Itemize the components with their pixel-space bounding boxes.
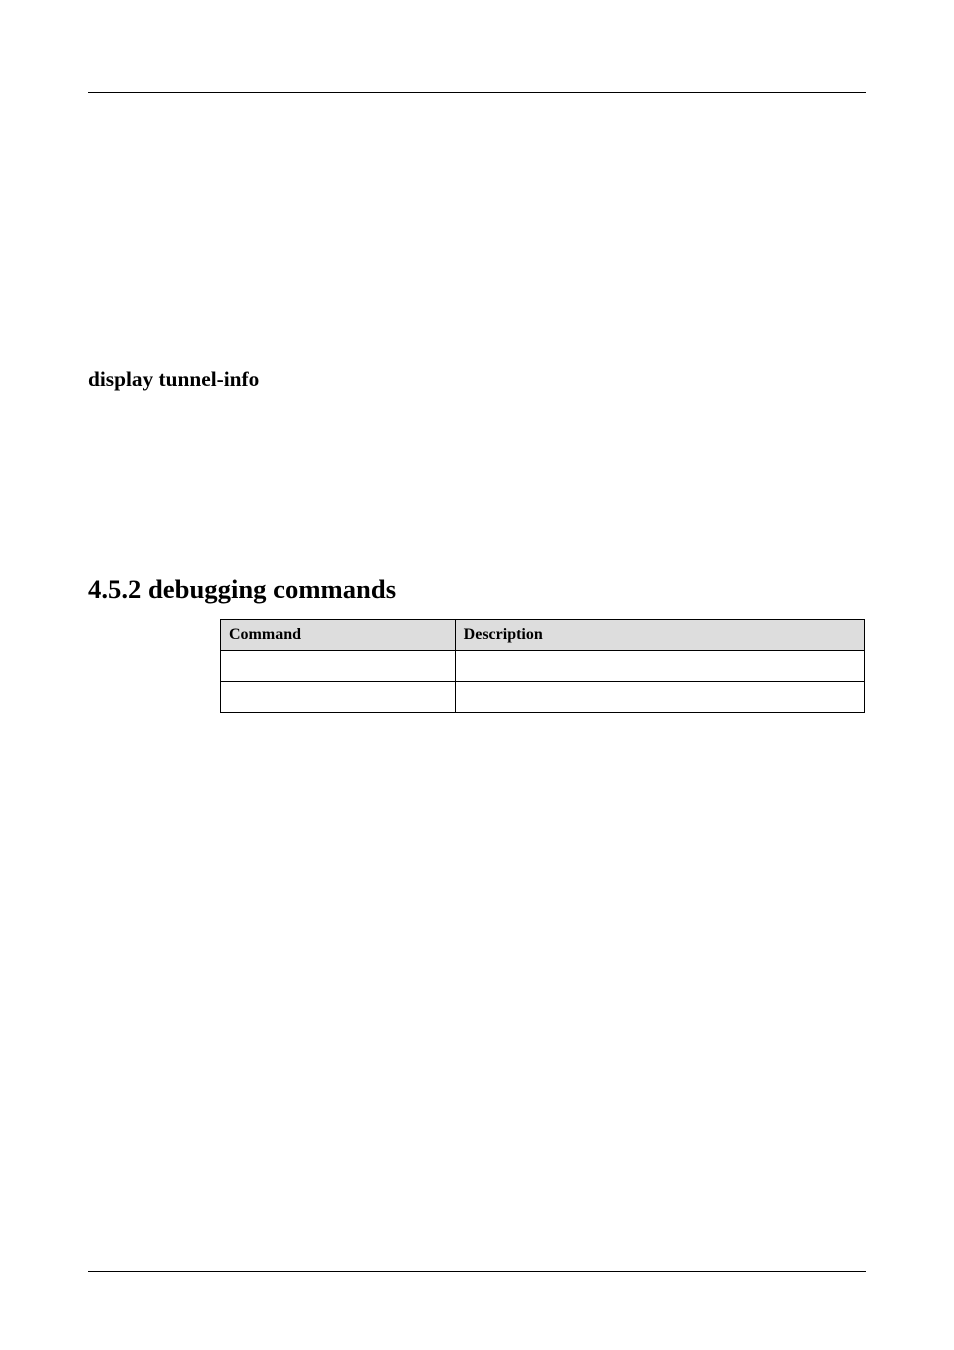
page-container: display tunnel-info 4.5.2 debugging comm… <box>0 0 954 713</box>
col-header-description: Description <box>455 620 864 651</box>
table-header-row: Command Description <box>221 620 865 651</box>
table-cell-description <box>455 682 864 713</box>
table-cell-command <box>221 682 456 713</box>
bottom-horizontal-rule <box>88 1271 866 1272</box>
top-horizontal-rule <box>88 92 866 93</box>
table-row <box>221 682 865 713</box>
table-cell-description <box>455 651 864 682</box>
col-header-command: Command <box>221 620 456 651</box>
debugging-commands-heading: 4.5.2 debugging commands <box>88 574 866 605</box>
display-tunnel-info-heading: display tunnel-info <box>88 367 866 392</box>
table-cell-command <box>221 651 456 682</box>
commands-table: Command Description <box>220 619 865 713</box>
table-row <box>221 651 865 682</box>
